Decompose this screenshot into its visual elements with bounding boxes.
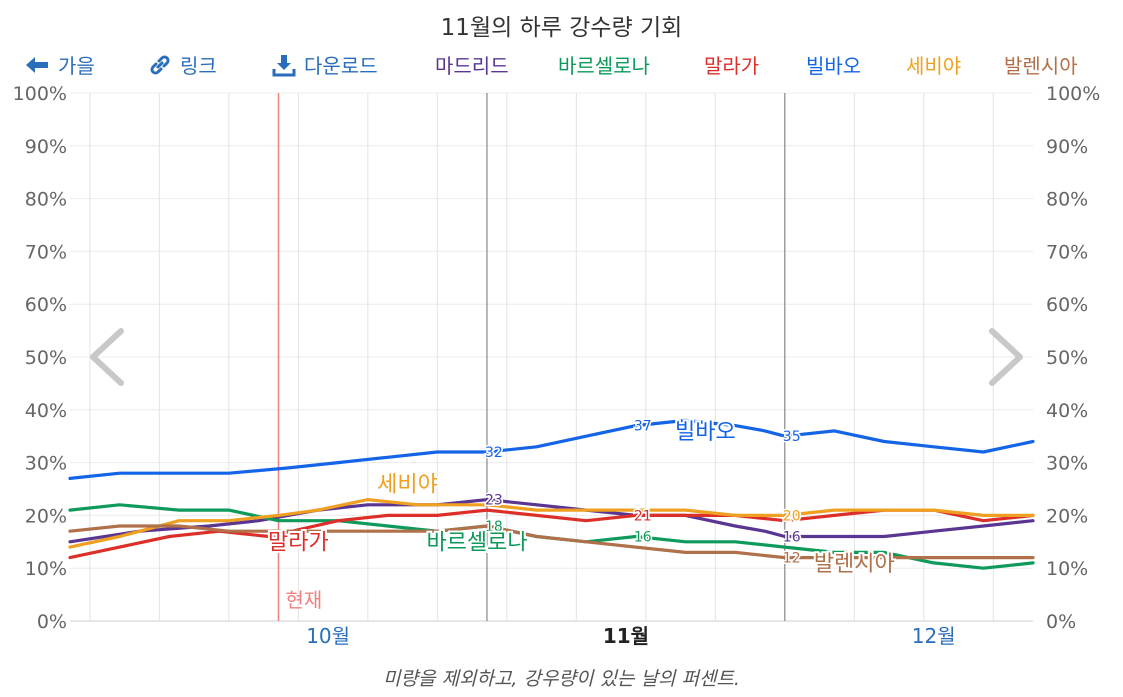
chevron-left-icon[interactable] (90, 328, 124, 386)
y-tick-label-right: 70% (1046, 241, 1088, 263)
y-tick-label-left: 20% (25, 505, 67, 527)
month-label: 12월 (912, 624, 956, 648)
y-tick-label-left: 30% (25, 453, 67, 475)
footnote: 미량을 제외하고, 강우량이 있는 날의 퍼센트. (383, 668, 740, 690)
legend-item-bilbao[interactable]: 빌바오 (806, 54, 862, 78)
y-tick-label-left: 60% (25, 294, 67, 316)
y-tick-label-right: 30% (1046, 453, 1088, 475)
data-label: 23 (485, 493, 503, 509)
y-tick-label-right: 20% (1046, 505, 1088, 527)
y-tick-label-left: 50% (25, 347, 67, 369)
y-tick-label-right: 80% (1046, 189, 1088, 211)
series-line-2 (68, 508, 1035, 560)
y-tick-label-right: 0% (1046, 611, 1076, 633)
download-button[interactable]: 다운로드 (272, 50, 378, 79)
y-tick-label-right: 100% (1046, 83, 1100, 105)
legend-item-barcelona[interactable]: 바르셀로나 (558, 54, 650, 78)
y-tick-label-right: 90% (1046, 136, 1088, 158)
y-tick-label-right: 50% (1046, 347, 1088, 369)
data-label: 18 (485, 519, 503, 535)
download-label: 다운로드 (304, 54, 378, 78)
series-line-3 (68, 418, 1035, 480)
y-tick-label-right: 10% (1046, 558, 1088, 580)
series-inline-label: 빌바오 (675, 420, 736, 445)
legend-item-madrid[interactable]: 마드리드 (435, 54, 509, 78)
y-tick-label-left: 70% (25, 241, 67, 263)
legend-item-malaga[interactable]: 말라가 (704, 54, 760, 78)
today-label: 현재 (285, 588, 322, 612)
arrow-left-icon (26, 56, 48, 73)
data-label: 16 (783, 530, 801, 546)
month-label: 10월 (306, 624, 350, 648)
series-inline-label: 세비야 (377, 473, 438, 498)
chevron-right-icon[interactable] (989, 328, 1023, 386)
link-button[interactable]: 링크 (148, 50, 217, 79)
back-label: 가을 (58, 54, 95, 78)
legend-item-sevilla[interactable]: 세비야 (906, 54, 962, 78)
y-tick-label-left: 40% (25, 400, 67, 422)
y-tick-label-right: 40% (1046, 400, 1088, 422)
link-label: 링크 (180, 54, 217, 78)
data-label: 37 (634, 419, 652, 435)
chart-canvas: 0% 0% 10% 10% 20% 20% 30% 30% 40% 40% 50% 50% 60% 60%… (13, 83, 1101, 648)
series-line-4 (68, 498, 1035, 549)
data-label: 16 (634, 530, 652, 546)
y-tick-label-left: 0% (37, 611, 67, 633)
month-label: 11월 (603, 624, 649, 648)
y-tick-label-left: 80% (25, 189, 67, 211)
y-tick-label-left: 90% (25, 136, 67, 158)
y-tick-label-left: 100% (13, 83, 67, 105)
link-icon (150, 54, 170, 75)
data-label: 21 (634, 508, 652, 524)
data-label: 35 (783, 429, 801, 445)
y-tick-label-left: 10% (25, 558, 67, 580)
back-button[interactable]: 가을 (24, 50, 95, 79)
series-inline-label: 바르셀로나 (426, 531, 527, 556)
download-icon (272, 54, 296, 76)
series-inline-label: 발렌시아 (814, 552, 895, 577)
y-tick-label-right: 60% (1046, 294, 1088, 316)
series-line-5 (68, 524, 1035, 560)
data-label: 32 (485, 445, 503, 461)
data-label: 20 (783, 508, 801, 524)
data-label: 12 (783, 551, 801, 567)
series-inline-label: 말라가 (268, 531, 329, 556)
toolbar: 가을 링크 다운로드 마드리드 바르셀로나 말라가 빌바오 세비야 발렌시아 (0, 50, 1123, 80)
chart-title: 11월의 하루 강수량 기회 (440, 15, 683, 41)
legend-item-valencia[interactable]: 발렌시아 (1004, 54, 1078, 78)
